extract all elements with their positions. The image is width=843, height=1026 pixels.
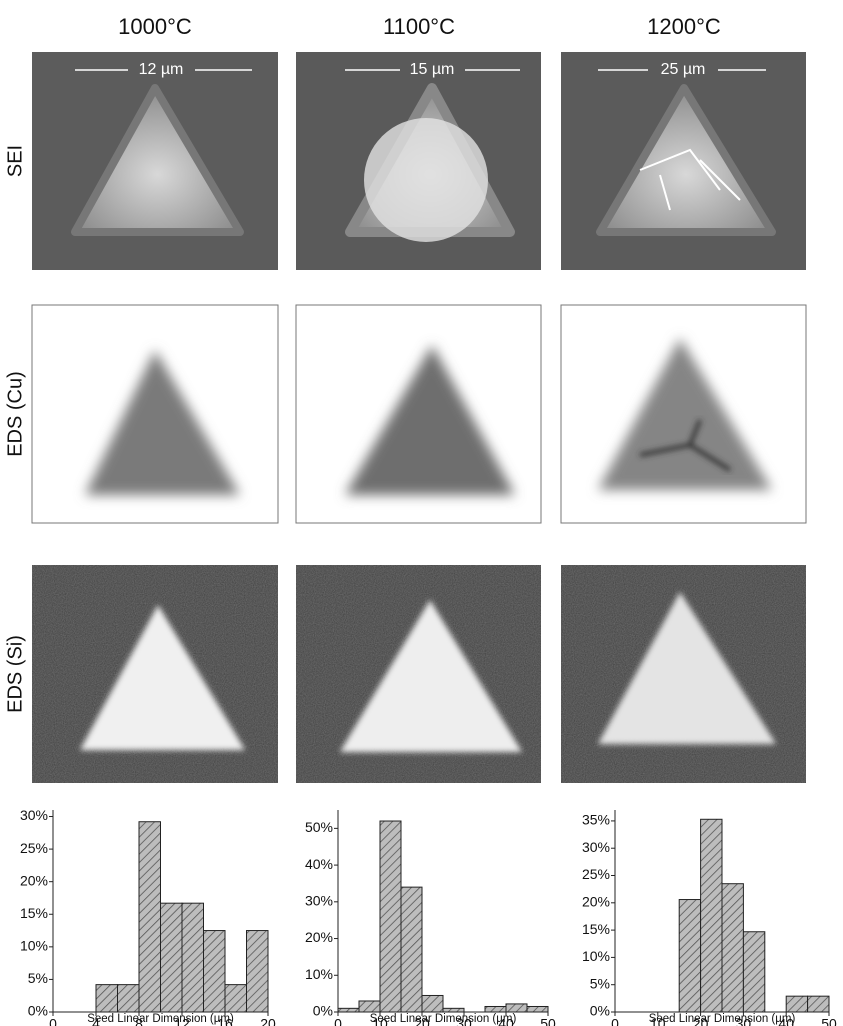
scale-bar-label: 25 µm [661, 61, 706, 78]
x-tick-label: 0 [49, 1015, 57, 1026]
bar [786, 996, 807, 1012]
y-tick-label: 25% [582, 866, 610, 882]
y-tick-label: 10% [20, 938, 48, 954]
y-tick-label: 30% [20, 807, 48, 823]
bar [422, 995, 443, 1012]
x-tick-label: 20 [260, 1015, 276, 1026]
y-tick-label: 20% [20, 872, 48, 888]
column-header: 1000°C [118, 14, 192, 39]
y-tick-label: 25% [20, 840, 48, 856]
bar [182, 903, 204, 1012]
x-tick-label: 50 [540, 1015, 556, 1026]
column-header: 1100°C [383, 14, 455, 39]
y-tick-label: 40% [305, 856, 333, 872]
y-tick-label: 5% [28, 970, 48, 986]
bar [679, 900, 700, 1012]
x-axis-label: Seed Linear Dimension (µm) [370, 1013, 517, 1025]
bar [161, 903, 183, 1012]
bar [380, 821, 401, 1012]
y-tick-label: 10% [305, 966, 333, 982]
y-tick-label: 15% [20, 905, 48, 921]
x-tick-label: 0 [334, 1015, 342, 1026]
x-axis-label: Seed Linear Dimension (µm) [87, 1013, 234, 1025]
bar [401, 887, 422, 1012]
y-tick-label: 0% [28, 1003, 48, 1019]
scale-bar-label: 15 µm [410, 61, 455, 78]
y-tick-label: 20% [305, 929, 333, 945]
column-header: 1200°C [647, 14, 721, 39]
x-tick-label: 50 [821, 1015, 837, 1026]
y-tick-label: 50% [305, 819, 333, 835]
eds-cu-images [32, 305, 806, 523]
bar [722, 884, 743, 1012]
y-tick-label: 20% [582, 894, 610, 910]
bar [443, 1008, 464, 1012]
x-tick-label: 0 [611, 1015, 619, 1026]
bar [743, 932, 764, 1012]
x-axis-label: Seed Linear Dimension (µm) [649, 1013, 796, 1025]
bar [247, 931, 269, 1012]
bar [359, 1001, 380, 1012]
y-tick-label: 0% [313, 1003, 333, 1019]
y-tick-label: 35% [582, 812, 610, 828]
bar [701, 819, 722, 1012]
bar [118, 985, 140, 1012]
eds-si-images [32, 565, 806, 783]
y-tick-label: 10% [582, 948, 610, 964]
scale-bar-label: 12 µm [139, 61, 184, 78]
figure: 1000°C 1100°C 1200°C SEI EDS (Cu) EDS (S… [0, 0, 843, 1026]
bar [506, 1004, 527, 1012]
bar [139, 822, 161, 1012]
y-tick-label: 30% [305, 893, 333, 909]
bar [204, 931, 226, 1012]
bar [808, 996, 829, 1012]
row-label: EDS (Cu) [4, 371, 26, 457]
bar [527, 1006, 548, 1012]
sei-images [32, 52, 806, 270]
y-tick-label: 0% [590, 1003, 610, 1019]
row-label: SEI [4, 145, 26, 177]
bar [485, 1006, 506, 1012]
bar [338, 1008, 359, 1012]
bar [225, 985, 247, 1012]
bar [96, 985, 118, 1012]
y-tick-label: 30% [582, 839, 610, 855]
y-tick-label: 15% [582, 921, 610, 937]
row-label: EDS (Si) [4, 635, 26, 713]
y-tick-label: 5% [590, 975, 610, 991]
